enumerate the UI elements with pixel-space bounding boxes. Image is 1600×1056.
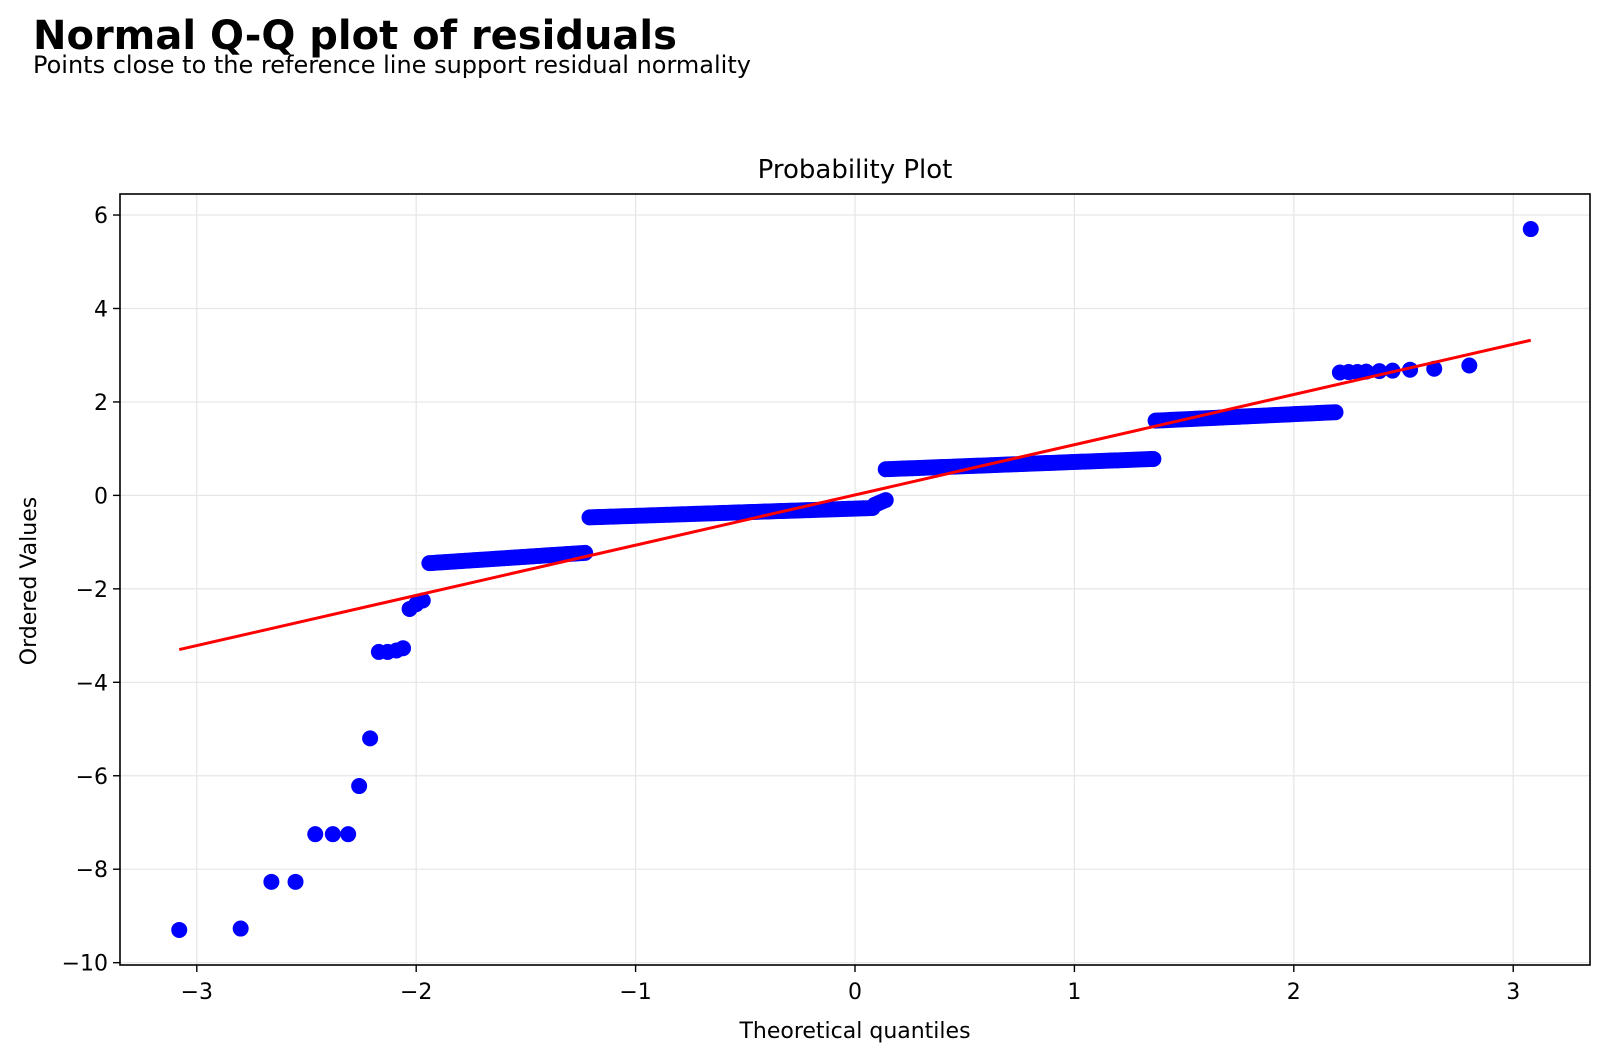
x-tick-label: 0 <box>848 980 862 1005</box>
x-axis-label: Theoretical quantiles <box>738 1019 970 1044</box>
data-point <box>232 920 249 937</box>
x-tick-label: 1 <box>1067 980 1081 1005</box>
data-point <box>324 826 341 843</box>
y-tick-label: 0 <box>94 484 108 509</box>
grid-layer <box>120 194 1590 965</box>
data-point <box>1145 450 1162 467</box>
plot-title: Probability Plot <box>758 155 953 185</box>
x-tick-label: 2 <box>1287 980 1301 1005</box>
x-tick-label: −2 <box>400 980 432 1005</box>
data-point <box>877 492 894 509</box>
y-tick-label: 4 <box>94 297 108 322</box>
y-tick-label: 2 <box>94 391 108 416</box>
data-point <box>307 826 324 843</box>
data-point <box>171 921 188 938</box>
x-tick-label: 3 <box>1506 980 1520 1005</box>
y-tick-label: −4 <box>76 671 108 696</box>
x-tick-label: −3 <box>181 980 213 1005</box>
page-title: Normal Q-Q plot of residuals <box>33 13 677 59</box>
x-tick-label: −1 <box>619 980 651 1005</box>
y-tick-label: 6 <box>94 204 108 229</box>
page-subtitle: Points close to the reference line suppo… <box>33 51 751 79</box>
data-point <box>1522 221 1539 238</box>
y-tick-label: −8 <box>76 858 108 883</box>
reference-line <box>178 338 1532 652</box>
data-point <box>362 730 379 747</box>
data-point <box>1327 404 1344 421</box>
y-tick-label: −10 <box>62 952 108 977</box>
data-point <box>287 873 304 890</box>
data-point <box>340 826 357 843</box>
data-point <box>263 873 280 890</box>
y-axis-label: Ordered Values <box>17 497 42 665</box>
y-tick-label: −6 <box>76 765 108 790</box>
y-tick-label: −2 <box>76 578 108 603</box>
fit-line-layer <box>178 338 1532 652</box>
data-point <box>1461 357 1478 374</box>
data-point <box>351 778 368 795</box>
data-point <box>395 640 412 657</box>
data-point <box>414 592 431 609</box>
